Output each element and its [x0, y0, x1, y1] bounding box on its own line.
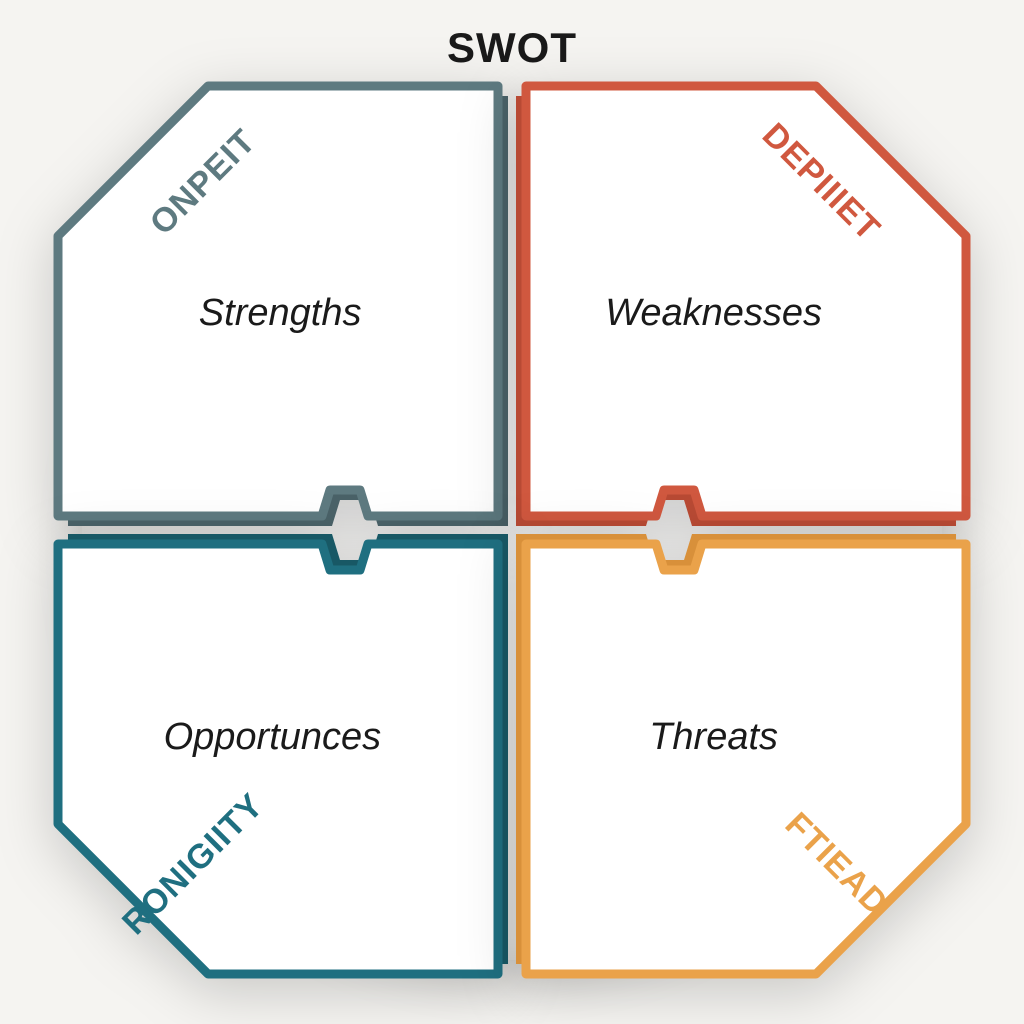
label-threats: Threats: [649, 716, 778, 759]
quadrant-weaknesses: DEPIIIET Weaknesses: [510, 70, 982, 532]
label-strengths: Strengths: [199, 292, 362, 335]
diagram-title: SWOT: [0, 24, 1024, 72]
quadrant-threats: FTIEAD Threats: [510, 528, 982, 990]
label-opportunities: Opportunces: [164, 716, 382, 759]
label-weaknesses: Weaknesses: [605, 292, 822, 335]
quadrant-opportunities: RONIGIITY Opportunces: [42, 528, 514, 990]
quadrant-strengths: ONPEIT Strengths: [42, 70, 514, 532]
